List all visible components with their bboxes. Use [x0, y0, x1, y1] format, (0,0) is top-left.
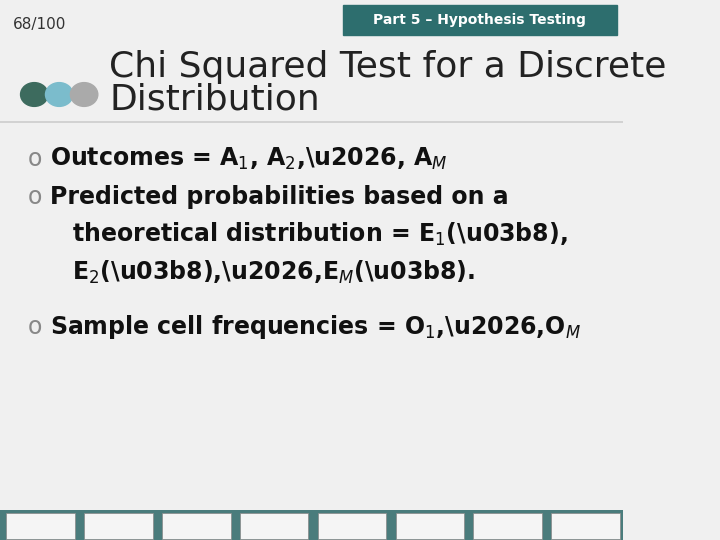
Circle shape [71, 83, 98, 106]
Text: Predicted probabilities based on a: Predicted probabilities based on a [50, 185, 508, 209]
FancyBboxPatch shape [84, 513, 153, 539]
Text: o: o [28, 185, 42, 209]
Text: Part 5 – Hypothesis Testing: Part 5 – Hypothesis Testing [373, 14, 586, 27]
FancyBboxPatch shape [318, 513, 386, 539]
Text: Sample cell frequencies = O$_{1}$,\u2026,O$_{M}$: Sample cell frequencies = O$_{1}$,\u2026… [50, 313, 581, 341]
Circle shape [21, 83, 48, 106]
FancyBboxPatch shape [6, 513, 75, 539]
Text: o: o [28, 147, 42, 171]
Circle shape [45, 83, 73, 106]
Text: Outcomes = A$_{1}$, A$_{2}$,\u2026, A$_{M}$: Outcomes = A$_{1}$, A$_{2}$,\u2026, A$_{… [50, 146, 448, 172]
FancyBboxPatch shape [162, 513, 230, 539]
FancyBboxPatch shape [0, 510, 623, 540]
FancyBboxPatch shape [343, 5, 617, 35]
Text: o: o [28, 315, 42, 339]
FancyBboxPatch shape [474, 513, 542, 539]
Text: 68/100: 68/100 [12, 17, 66, 32]
FancyBboxPatch shape [240, 513, 308, 539]
FancyBboxPatch shape [552, 513, 620, 539]
FancyBboxPatch shape [395, 513, 464, 539]
Text: E$_{2}$(\u03b8),\u2026,E$_{M}$(\u03b8).: E$_{2}$(\u03b8),\u2026,E$_{M}$(\u03b8). [72, 259, 474, 286]
Text: Distribution: Distribution [109, 83, 320, 117]
Text: Chi Squared Test for a Discrete: Chi Squared Test for a Discrete [109, 51, 667, 84]
Text: theoretical distribution = E$_{1}$(\u03b8),: theoretical distribution = E$_{1}$(\u03b… [72, 221, 567, 248]
